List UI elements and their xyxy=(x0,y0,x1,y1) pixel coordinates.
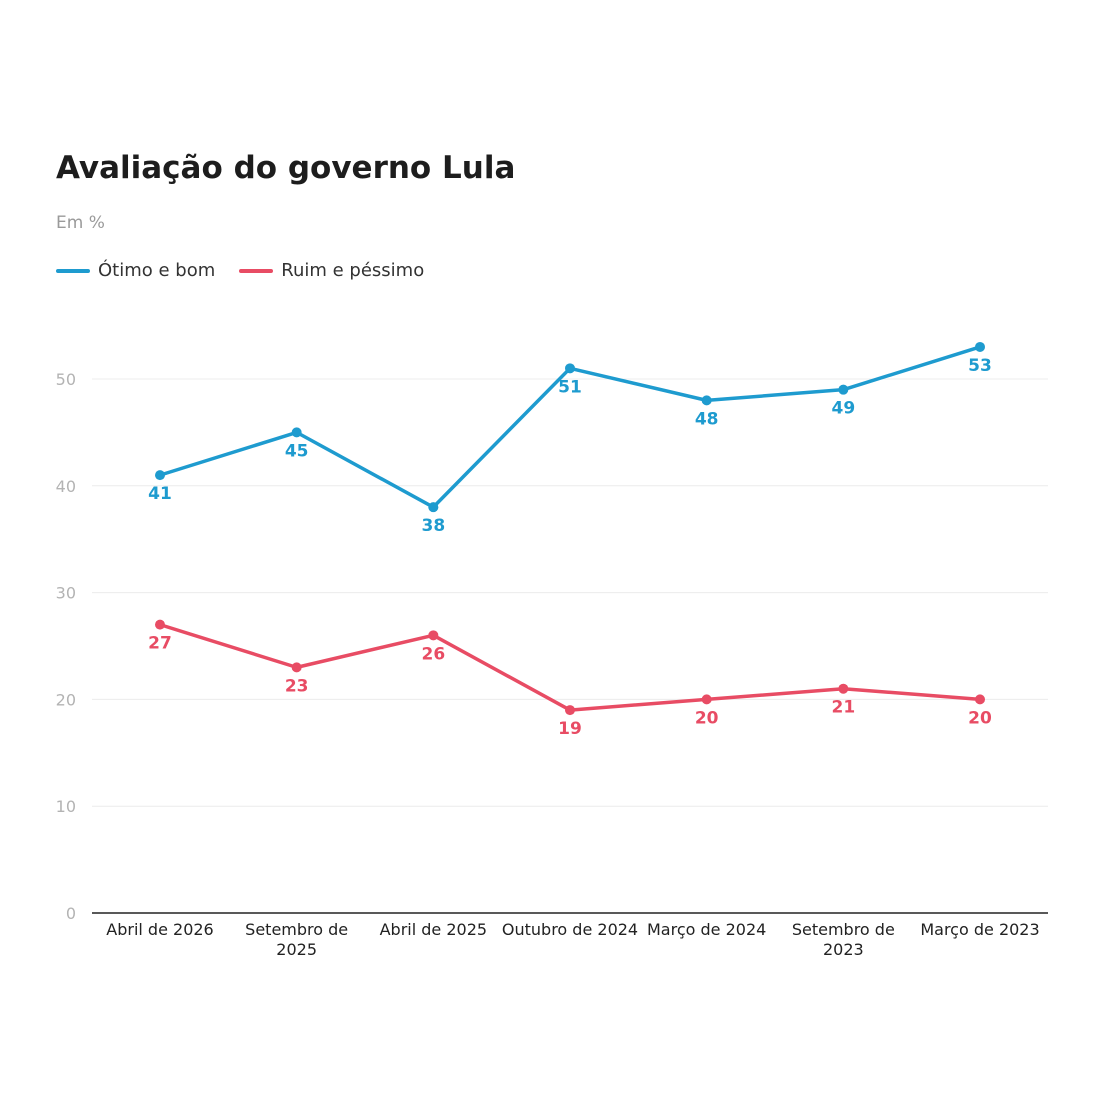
y-tick-label-0: 0 xyxy=(66,904,76,923)
data-label-0-6: 53 xyxy=(968,356,992,376)
legend: Ótimo e bom Ruim e péssimo xyxy=(56,260,448,281)
data-point-1-1 xyxy=(291,662,302,673)
data-point-0-2 xyxy=(428,502,439,513)
y-tick-label-30: 30 xyxy=(56,584,76,603)
data-label-1-1: 23 xyxy=(285,676,309,696)
x-tick-label-0: Abril de 2026 xyxy=(106,920,213,939)
data-point-0-6 xyxy=(975,341,985,352)
x-tick-label-2: Abril de 2025 xyxy=(380,920,487,939)
y-tick-label-10: 10 xyxy=(56,797,76,816)
data-point-1-6 xyxy=(975,694,985,705)
legend-label-ruim-pessimo: Ruim e péssimo xyxy=(281,260,425,281)
data-point-0-3 xyxy=(565,363,575,374)
data-label-0-1: 45 xyxy=(285,441,309,461)
legend-label-otimo-bom: Ótimo e bom xyxy=(98,260,216,281)
legend-item-otimo-bom: Ótimo e bom xyxy=(56,260,215,281)
data-label-1-2: 26 xyxy=(421,644,445,664)
data-point-0-4 xyxy=(701,395,712,406)
data-label-1-3: 19 xyxy=(558,719,582,739)
chart-title: Avaliação do governo Lula xyxy=(56,150,516,186)
data-label-1-5: 21 xyxy=(831,698,855,718)
x-tick-label-6: Março de 2023 xyxy=(920,920,1039,939)
data-label-1-4: 20 xyxy=(695,708,719,728)
data-label-1-6: 20 xyxy=(968,708,992,728)
data-label-0-2: 38 xyxy=(421,516,445,536)
x-tick-label-3: Outubro de 2024 xyxy=(502,920,638,939)
data-point-0-1 xyxy=(291,427,302,438)
data-label-0-3: 51 xyxy=(558,377,582,397)
data-label-0-5: 49 xyxy=(831,399,855,419)
chart-subtitle: Em % xyxy=(56,213,105,233)
data-point-1-5 xyxy=(838,683,849,694)
legend-swatch-otimo-bom xyxy=(56,268,90,273)
x-tick-label-1: Setembro de 2025 xyxy=(245,920,348,959)
y-tick-label-40: 40 xyxy=(56,477,76,496)
data-label-0-0: 41 xyxy=(148,484,172,504)
legend-swatch-ruim-pessimo xyxy=(239,268,274,273)
y-tick-label-50: 50 xyxy=(56,370,76,389)
y-tick-label-20: 20 xyxy=(56,690,76,709)
data-point-1-3 xyxy=(565,705,575,716)
legend-item-ruim-pessimo: Ruim e péssimo xyxy=(239,260,424,281)
data-point-0-0 xyxy=(155,470,165,481)
data-label-0-4: 48 xyxy=(695,409,719,429)
data-label-1-0: 27 xyxy=(148,634,172,654)
data-point-1-2 xyxy=(428,630,439,641)
data-point-1-4 xyxy=(701,694,712,705)
data-point-1-0 xyxy=(155,619,165,630)
x-tick-label-5: Setembro de 2023 xyxy=(792,920,895,959)
x-tick-label-4: Março de 2024 xyxy=(647,920,766,939)
data-point-0-5 xyxy=(838,384,849,395)
series-line-1 xyxy=(158,622,982,712)
